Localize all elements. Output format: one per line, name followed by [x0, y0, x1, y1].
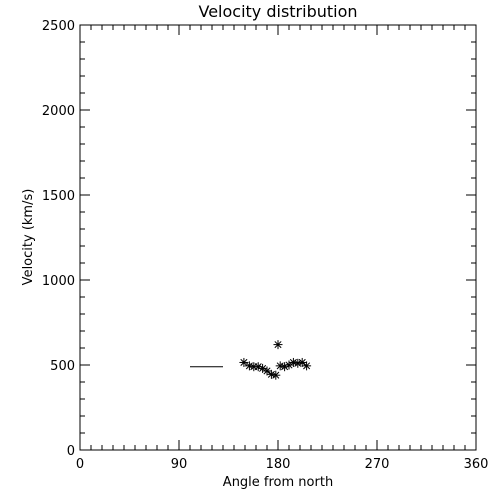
- x-tick-label: 360: [464, 457, 489, 472]
- chart-title: Velocity distribution: [198, 2, 357, 21]
- y-axis: 0 500 1000 1500 2000 2500: [42, 19, 476, 459]
- data-points: [239, 340, 312, 380]
- x-tick-label: 180: [266, 457, 291, 472]
- y-tick-label: 500: [50, 359, 75, 374]
- data-point: [239, 357, 249, 367]
- data-point: [271, 370, 281, 380]
- y-tick-label: 2500: [42, 19, 75, 34]
- y-axis-label: Velocity (km/s): [21, 189, 36, 286]
- y-tick-label: 0: [67, 444, 75, 459]
- x-axis-label: Angle from north: [223, 475, 333, 490]
- x-tick-label: 0: [76, 457, 84, 472]
- y-tick-label: 1500: [42, 189, 75, 204]
- y-tick-label: 2000: [42, 104, 75, 119]
- data-point: [302, 361, 312, 371]
- data-point: [273, 340, 283, 350]
- plot-area: [79, 24, 477, 451]
- data-point: [262, 366, 272, 376]
- x-axis: 0 90 180 270 360: [76, 25, 489, 472]
- y-tick-label: 1000: [42, 274, 75, 289]
- x-tick-label: 270: [365, 457, 390, 472]
- x-tick-label: 90: [171, 457, 188, 472]
